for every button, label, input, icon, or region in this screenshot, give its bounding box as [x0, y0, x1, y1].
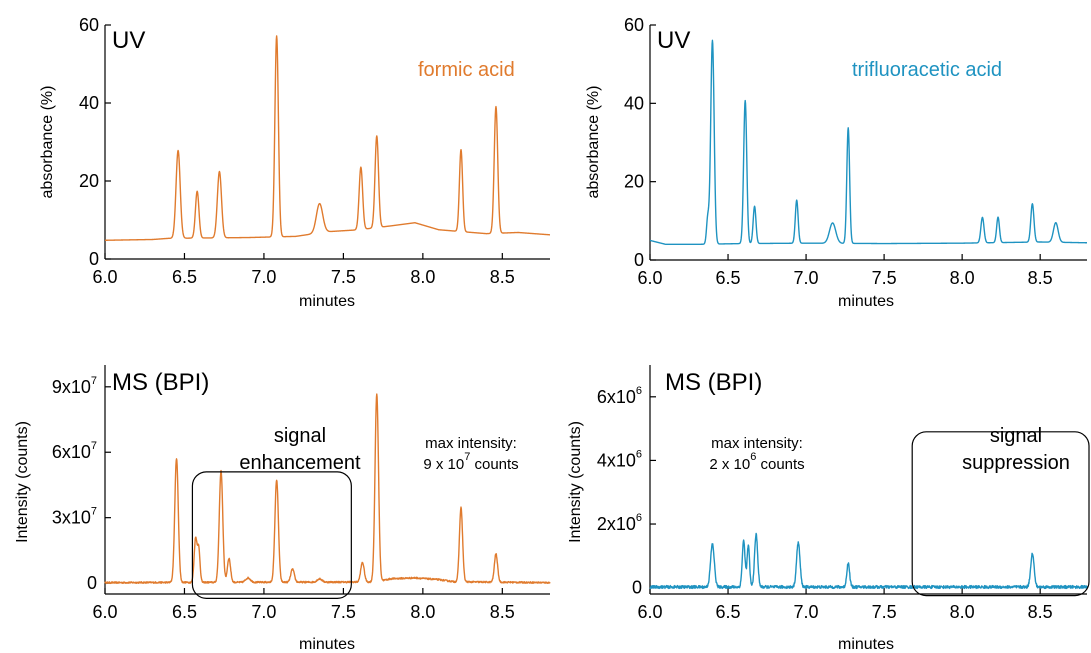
panel-title: UV — [112, 27, 145, 54]
y-tick-label: 3x107 — [52, 506, 97, 528]
y-tick-label: 0 — [632, 578, 642, 598]
x-tick-label: 7.5 — [331, 602, 356, 622]
x-tick-label: 8.5 — [1028, 602, 1053, 622]
y-tick-label: 9x107 — [52, 375, 97, 397]
uv-formic-panel: 6.0 6.5 7.0 7.5 8.0 8.5 0 20 40 60 minutes absorban… — [39, 15, 551, 310]
panel-title: MS (BPI) — [665, 369, 762, 396]
panel-title: UV — [657, 27, 690, 54]
series-trace — [649, 532, 1088, 590]
annotation-box — [191, 471, 352, 599]
x-tick-label: 6.0 — [637, 268, 662, 288]
x-tick-label: 6.0 — [92, 602, 117, 622]
series-trace — [649, 39, 1088, 246]
y-tick-label: 0 — [89, 249, 99, 269]
annotation-box — [911, 431, 1090, 597]
annotation-label: signal — [274, 425, 326, 447]
series-label: trifluoracetic acid — [852, 59, 1002, 81]
y-axis-label: Intensity (counts) — [567, 421, 584, 543]
max-intensity-value: 2 x 106 counts — [709, 451, 804, 473]
y-tick-label: 60 — [624, 15, 644, 35]
x-tick-label: 7.0 — [251, 602, 276, 622]
ms-formic-panel: 6.0 6.5 7.0 7.5 8.0 8.5 0 3x107 6x107 9x107 minute… — [14, 365, 551, 653]
y-tick-label: 60 — [79, 15, 99, 35]
x-tick-label: 7.5 — [872, 268, 897, 288]
y-tick-label: 40 — [624, 93, 644, 113]
annotation-label: enhancement — [239, 452, 361, 474]
uv-tfa-panel: 6.0 6.5 7.0 7.5 8.0 8.5 0 20 40 60 minutes absorban… — [585, 15, 1088, 310]
x-tick-label: 7.5 — [331, 267, 356, 287]
annotation-label: suppression — [962, 452, 1070, 474]
y-tick-label: 20 — [79, 171, 99, 191]
y-tick-label: 40 — [79, 93, 99, 113]
series-label: formic acid — [418, 59, 515, 81]
y-axis-label: absorbance (%) — [585, 86, 602, 199]
x-tick-label: 8.0 — [410, 602, 435, 622]
y-tick-label: 6x107 — [52, 440, 97, 462]
x-axis-label: minutes — [299, 636, 355, 653]
x-axis-label: minutes — [838, 636, 894, 653]
x-tick-label: 7.0 — [251, 267, 276, 287]
x-tick-label: 6.5 — [172, 267, 197, 287]
x-tick-label: 8.0 — [950, 602, 975, 622]
y-tick-label: 20 — [624, 172, 644, 192]
max-intensity-label: max intensity: — [425, 435, 517, 452]
series-trace — [104, 35, 551, 241]
y-tick-label: 0 — [87, 573, 97, 593]
x-tick-label: 8.0 — [410, 267, 435, 287]
x-tick-label: 6.0 — [92, 267, 117, 287]
panel-title: MS (BPI) — [112, 369, 209, 396]
y-axis-label: absorbance (%) — [39, 86, 56, 199]
y-tick-label: 4x106 — [597, 448, 642, 470]
x-tick-label: 7.0 — [794, 602, 819, 622]
x-tick-label: 8.5 — [490, 267, 515, 287]
y-tick-label: 0 — [634, 250, 644, 270]
ms-tfa-panel: 6.0 6.5 7.0 7.5 8.0 8.5 0 2x106 4x106 6x106 minute… — [567, 365, 1090, 653]
x-tick-label: 7.0 — [794, 268, 819, 288]
x-axis-label: minutes — [838, 293, 894, 310]
x-tick-label: 6.5 — [716, 602, 741, 622]
x-tick-label: 8.5 — [1028, 268, 1053, 288]
x-tick-label: 7.5 — [872, 602, 897, 622]
max-intensity-value: 9 x 107 counts — [423, 451, 518, 473]
series-trace — [104, 393, 551, 585]
y-tick-label: 6x106 — [597, 385, 642, 407]
x-tick-label: 6.0 — [637, 602, 662, 622]
y-axis-label: Intensity (counts) — [14, 421, 31, 543]
x-tick-label: 8.0 — [950, 268, 975, 288]
x-tick-label: 8.5 — [490, 602, 515, 622]
x-axis-label: minutes — [299, 293, 355, 310]
annotation-label: signal — [990, 425, 1042, 447]
max-intensity-label: max intensity: — [711, 435, 803, 452]
x-tick-label: 6.5 — [716, 268, 741, 288]
y-tick-label: 2x106 — [597, 512, 642, 534]
x-tick-label: 6.5 — [172, 602, 197, 622]
